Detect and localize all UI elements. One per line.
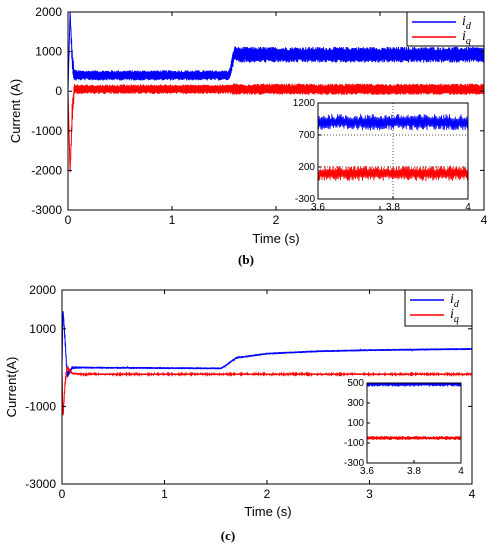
y-tick-label: 0 (55, 84, 62, 98)
figure-caption: (c) (221, 528, 235, 543)
x-tick-label: 4 (481, 213, 488, 227)
inset-y-tick-label: 200 (298, 162, 315, 173)
x-tick-label: 4 (469, 487, 476, 501)
x-tick-label: 3 (366, 487, 373, 501)
inset-x-tick-label: 3.6 (360, 466, 374, 477)
x-axis-label: Time (s) (252, 231, 299, 246)
x-axis-label: Time (s) (244, 504, 291, 519)
inset-y-tick-label: 300 (347, 398, 364, 409)
legend-label-i_q: iq (450, 307, 459, 325)
y-tick-label: 2000 (29, 283, 56, 297)
x-tick-label: 2 (273, 213, 280, 227)
series-line-i_d (68, 12, 484, 92)
y-tick-label: -3000 (25, 477, 56, 491)
inset-y-tick-label: -100 (344, 438, 364, 449)
legend-box (406, 11, 485, 47)
y-axis-label: Current(A) (4, 357, 19, 418)
y-axis-label: Current (A) (8, 79, 23, 143)
inset-series-i_d (318, 113, 468, 131)
inset-chart: 3.6 3.8 4 -300 200 700 1200 (293, 98, 471, 213)
legend-label-i_d: id (462, 14, 472, 32)
chart-0: 0 1 2 3 4 -3000 -2000 -1000 0 1000 2000 Time (s) Cur… (8, 5, 488, 267)
inset-y-tick-label: 500 (347, 378, 364, 389)
y-tick-label: 1000 (35, 45, 62, 59)
inset-y-tick-label: 100 (347, 418, 364, 429)
inset-series-i_d (367, 383, 461, 387)
x-tick-label: 1 (161, 487, 168, 501)
inset-y-tick-label: -300 (344, 458, 364, 469)
inset-x-tick-label: 3.8 (407, 466, 421, 477)
inset-y-tick-label: 700 (298, 130, 315, 141)
series-line-i_d (62, 311, 472, 378)
x-tick-label: 1 (169, 213, 176, 227)
inset-series-i_q (367, 435, 461, 441)
x-tick-label: 2 (264, 487, 271, 501)
series-line-i_q (68, 83, 484, 173)
x-tick-label: 0 (65, 213, 72, 227)
inset-chart: 3.6 3.8 4 -300 -100 100 300 500 (344, 378, 464, 477)
legend-box (404, 289, 473, 327)
y-tick-label: -2000 (31, 163, 62, 177)
x-tick-label: 0 (59, 487, 66, 501)
inset-y-tick-label: 1200 (293, 98, 316, 109)
chart-1: 0 1 2 3 4 -3000 -1000 1000 2000 Time (s) Current(A… (4, 283, 476, 543)
y-tick-label: 2000 (35, 5, 62, 19)
inset-x-tick-label: 3.6 (311, 202, 325, 213)
legend-label-i_d: id (450, 292, 460, 310)
figure-caption: (b) (238, 252, 254, 267)
inset-series-i_q (318, 165, 468, 182)
y-tick-label: -3000 (31, 203, 62, 217)
series-line-i_q (62, 366, 472, 416)
inset-x-tick-label: 4 (458, 466, 464, 477)
inset-y-tick-label: -300 (295, 194, 315, 205)
inset-x-tick-label: 3.8 (386, 202, 400, 213)
legend-label-i_q: iq (462, 29, 471, 47)
y-tick-label: -1000 (25, 399, 56, 413)
y-tick-label: 1000 (29, 322, 56, 336)
x-tick-label: 3 (377, 213, 384, 227)
inset-x-tick-label: 4 (465, 202, 471, 213)
y-tick-label: -1000 (31, 124, 62, 138)
inset-frame-bg (366, 382, 462, 464)
